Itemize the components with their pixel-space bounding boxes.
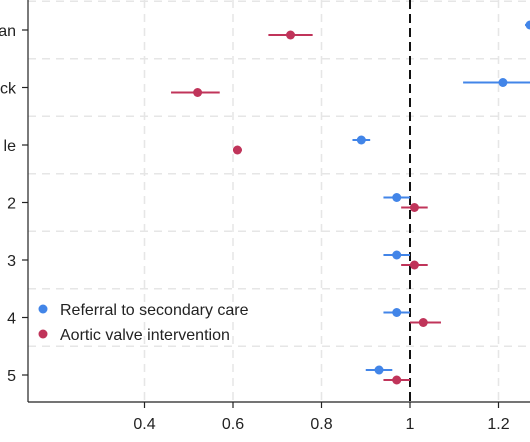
estimate-point xyxy=(374,365,384,375)
y-tick-label: 5 xyxy=(7,368,16,385)
y-tick-label: 2 xyxy=(7,196,16,213)
y-tick-label: le xyxy=(4,138,17,155)
estimate-point xyxy=(392,375,402,385)
estimate-point xyxy=(418,318,428,327)
estimate-point xyxy=(286,30,296,40)
x-tick-label: 0.8 xyxy=(310,416,332,433)
legend: Referral to secondary care Aortic valve i… xyxy=(38,302,249,344)
legend-label: Aortic valve intervention xyxy=(60,327,230,344)
axis-layer: 0.4 0.6 0.8 1 1.2 an ck le 2 3 4 5 xyxy=(0,0,530,433)
estimate-point xyxy=(232,145,242,155)
y-tick-label: 3 xyxy=(7,253,16,270)
y-tick-label: ck xyxy=(0,81,17,98)
estimate-point xyxy=(392,308,402,317)
estimate-point xyxy=(193,88,203,97)
estimate-point xyxy=(409,203,419,212)
estimate-point xyxy=(525,20,530,30)
estimate-point xyxy=(392,193,402,202)
estimate-point xyxy=(356,135,366,145)
legend-label: Referral to secondary care xyxy=(60,302,249,319)
x-tick-label: 1 xyxy=(406,416,415,433)
y-tick-label: an xyxy=(0,23,16,40)
estimate-point xyxy=(498,78,508,87)
y-tick-label: 4 xyxy=(7,311,16,328)
grid-layer xyxy=(28,0,530,402)
estimate-point xyxy=(392,250,402,260)
x-tick-label: 0.6 xyxy=(222,416,244,433)
x-tick-label: 1.2 xyxy=(487,416,509,433)
estimate-point xyxy=(409,260,419,270)
x-tick-label: 0.4 xyxy=(133,416,155,433)
marks-layer xyxy=(171,20,530,385)
legend-marker xyxy=(38,304,48,314)
legend-marker xyxy=(38,329,48,339)
